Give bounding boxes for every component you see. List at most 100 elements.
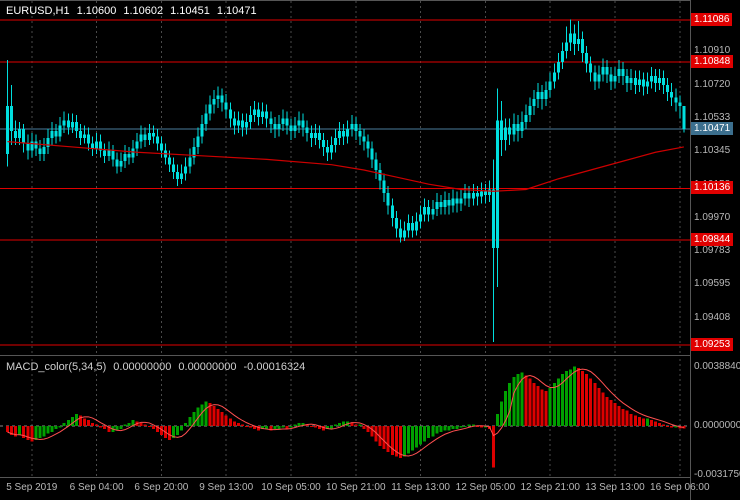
- macd-bar: [305, 424, 309, 426]
- candle-body: [625, 76, 629, 84]
- macd-bar: [641, 418, 645, 426]
- candle-body: [228, 109, 232, 119]
- macd-bar: [406, 426, 410, 454]
- time-label: 10 Sep 05:00: [261, 482, 321, 493]
- macd-bar: [277, 426, 281, 430]
- macd-axis-label: 0.0000000: [694, 420, 740, 431]
- candle-body: [14, 130, 18, 139]
- price-axis[interactable]: 1.109101.107201.105331.103451.101581.099…: [690, 0, 740, 500]
- candle-body: [232, 118, 236, 126]
- macd-bar: [317, 426, 321, 430]
- price-level-flag: 1.09844: [691, 233, 734, 247]
- macd-bar: [621, 409, 625, 426]
- candle-body: [119, 161, 123, 167]
- candle-body: [26, 143, 30, 151]
- candle-body: [196, 136, 200, 147]
- candle-body: [532, 99, 536, 107]
- macd-bar: [508, 383, 512, 426]
- candle-body: [654, 76, 657, 84]
- candle-body: [265, 111, 269, 119]
- macd-bar: [58, 426, 62, 428]
- macd-bar: [666, 426, 670, 427]
- macd-bar: [609, 400, 613, 426]
- time-axis[interactable]: 5 Sep 2019 6 Sep 04:00 6 Sep 20:00 9 Sep 13…: [0, 478, 709, 500]
- macd-bar: [10, 426, 14, 436]
- candle-body: [641, 79, 645, 87]
- macd-bar: [338, 422, 342, 426]
- chart-title: EURUSD,H1 1.10600 1.10602 1.10451 1.10471: [6, 5, 264, 17]
- macd-bar: [103, 426, 107, 430]
- candle-body: [131, 148, 135, 158]
- candle-body: [301, 120, 305, 128]
- macd-bar: [390, 426, 394, 456]
- macd-bar: [386, 426, 390, 452]
- macd-bar: [34, 426, 38, 440]
- candle-body: [512, 123, 516, 135]
- candle-body: [354, 123, 358, 131]
- candle-body: [172, 164, 176, 172]
- candle-body: [261, 111, 265, 117]
- macd-bar: [293, 424, 297, 426]
- macd-bar: [172, 426, 176, 439]
- macd-bar: [281, 426, 285, 428]
- candle-body: [386, 193, 390, 206]
- macd-bar: [289, 426, 293, 428]
- macd-bar: [196, 407, 200, 426]
- macd-bar: [467, 424, 471, 426]
- time-label: 11 Sep 13:00: [391, 482, 450, 493]
- candle-body: [281, 118, 285, 124]
- candle-body: [297, 120, 301, 126]
- time-label: 16 Sep 06:00: [650, 482, 710, 493]
- indicator-value-2: 0.00000000: [178, 361, 237, 373]
- macd-bar: [22, 426, 26, 439]
- price-label: 1.09595: [694, 278, 731, 290]
- macd-bar: [662, 424, 666, 426]
- macd-bar: [382, 426, 386, 449]
- candle-body: [6, 106, 9, 155]
- candle-body: [224, 102, 228, 110]
- macd-bar: [520, 372, 524, 426]
- candle-body: [617, 68, 621, 77]
- candle-body: [366, 141, 370, 149]
- macd-bar: [212, 406, 216, 426]
- macd-bar: [62, 422, 66, 426]
- macd-bar: [439, 426, 443, 433]
- candle-body: [46, 138, 50, 147]
- candle-body: [394, 217, 398, 229]
- candle-body: [95, 141, 99, 149]
- indicator-value-1: 0.00000000: [113, 361, 172, 373]
- candle-body: [155, 136, 159, 144]
- candle-body: [674, 97, 678, 103]
- candle-body: [496, 120, 500, 249]
- candle-body: [629, 77, 633, 84]
- macd-bar: [30, 426, 34, 442]
- macd-bar: [232, 421, 236, 426]
- macd-bar: [240, 424, 244, 426]
- candle-body: [159, 143, 163, 151]
- ohlc-low: 1.10451: [170, 5, 210, 17]
- macd-bar: [123, 424, 127, 426]
- candle-body: [338, 130, 342, 139]
- macd-bar: [654, 421, 657, 426]
- macd-bar: [309, 426, 313, 427]
- candle-body: [325, 146, 329, 153]
- candle-body: [645, 81, 649, 87]
- macd-bar: [512, 377, 516, 426]
- macd-bar: [42, 426, 46, 437]
- price-label: 1.09408: [694, 311, 731, 323]
- candle-body: [516, 123, 520, 131]
- candle-body: [540, 91, 544, 100]
- candle-body: [633, 77, 637, 85]
- candle-body: [334, 138, 338, 146]
- macd-bar: [443, 426, 447, 431]
- macd-bar: [605, 396, 609, 426]
- candle-body: [402, 230, 406, 238]
- candle-body: [411, 223, 414, 231]
- candle-body: [168, 157, 171, 165]
- candle-body: [362, 136, 366, 142]
- macd-bar: [419, 426, 423, 445]
- candle-body: [91, 143, 95, 149]
- macd-bar: [366, 426, 370, 433]
- candle-body: [459, 198, 463, 204]
